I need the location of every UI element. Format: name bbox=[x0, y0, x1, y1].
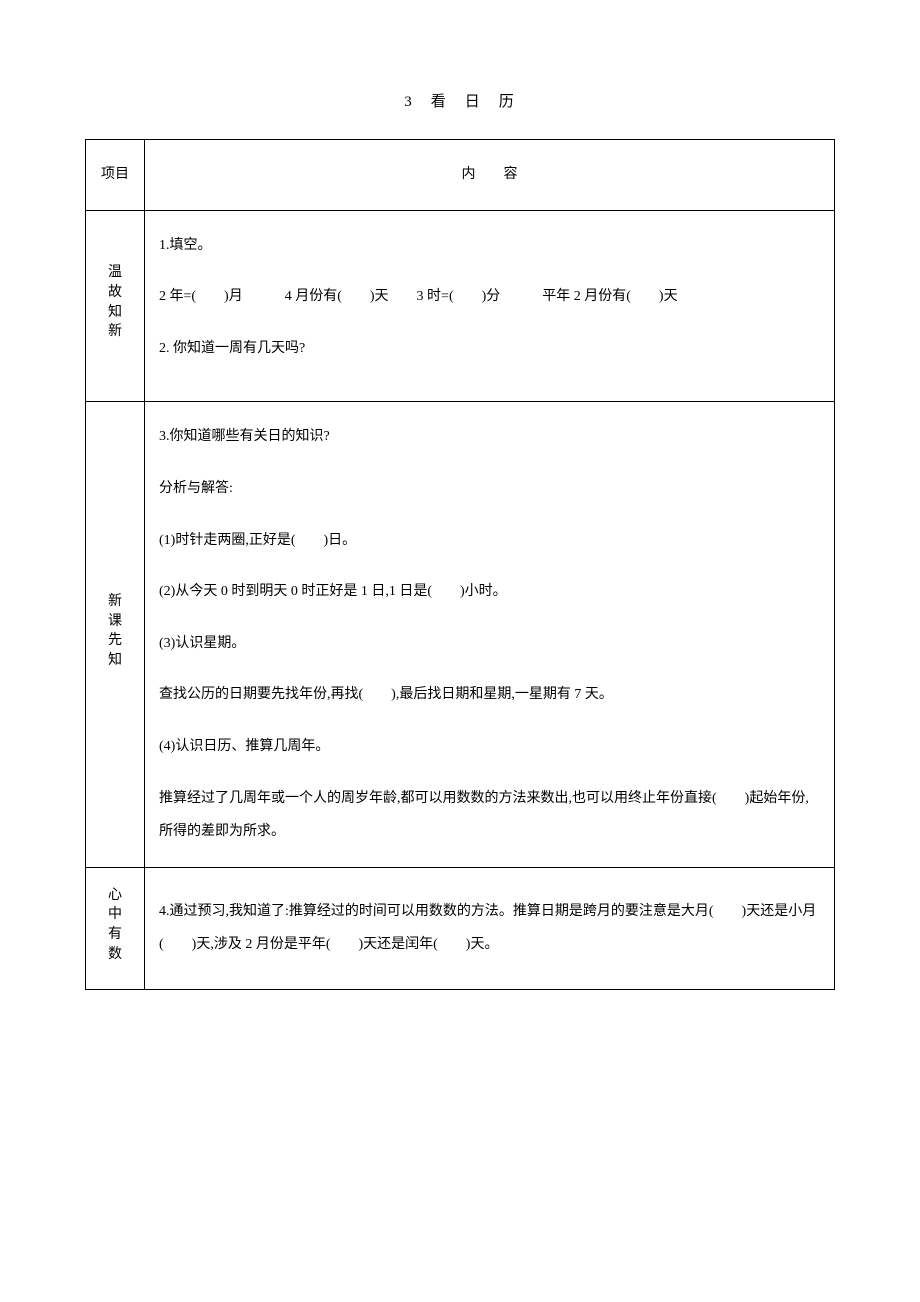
side-label-1: 新课先知 bbox=[86, 402, 145, 867]
s1-line1: 分析与解答: bbox=[159, 472, 820, 506]
header-row: 项目 内 容 bbox=[86, 140, 835, 211]
content-cell-1: 3.你知道哪些有关日的知识? 分析与解答: (1)时针走两圈,正好是( )日。 … bbox=[145, 402, 835, 867]
side-text-0: 温故知新 bbox=[108, 263, 122, 341]
s1-line3: (2)从今天 0 时到明天 0 时正好是 1 日,1 日是( )小时。 bbox=[159, 575, 820, 609]
s1-line5: 查找公历的日期要先找年份,再找( ),最后找日期和星期,一星期有 7 天。 bbox=[159, 678, 820, 712]
content-cell-2: 4.通过预习,我知道了:推算经过的时间可以用数数的方法。推算日期是跨月的要注意是… bbox=[145, 867, 835, 989]
s1-line6: (4)认识日历、推算几周年。 bbox=[159, 730, 820, 764]
header-col2: 内 容 bbox=[145, 140, 835, 211]
s2-line0: 4.通过预习,我知道了:推算经过的时间可以用数数的方法。推算日期是跨月的要注意是… bbox=[159, 895, 820, 962]
s1-line2: (1)时针走两圈,正好是( )日。 bbox=[159, 524, 820, 558]
section-row-2: 心中有数 4.通过预习,我知道了:推算经过的时间可以用数数的方法。推算日期是跨月… bbox=[86, 867, 835, 989]
s0-line1: 2 年=( )月 4 月份有( )天 3 时=( )分 平年 2 月份有( )天 bbox=[159, 280, 820, 314]
s1-line4: (3)认识星期。 bbox=[159, 627, 820, 661]
s0-line0: 1.填空。 bbox=[159, 229, 820, 263]
side-label-0: 温故知新 bbox=[86, 210, 145, 402]
section-row-1: 新课先知 3.你知道哪些有关日的知识? 分析与解答: (1)时针走两圈,正好是(… bbox=[86, 402, 835, 867]
s0-line2: 2. 你知道一周有几天吗? bbox=[159, 332, 820, 366]
main-table: 项目 内 容 温故知新 1.填空。 2 年=( )月 4 月份有( )天 3 时… bbox=[85, 139, 835, 990]
side-text-1: 新课先知 bbox=[108, 592, 122, 670]
s1-line0: 3.你知道哪些有关日的知识? bbox=[159, 420, 820, 454]
side-text-2: 心中有数 bbox=[108, 886, 122, 964]
header-col1: 项目 bbox=[86, 140, 145, 211]
section-row-0: 温故知新 1.填空。 2 年=( )月 4 月份有( )天 3 时=( )分 平… bbox=[86, 210, 835, 402]
content-cell-0: 1.填空。 2 年=( )月 4 月份有( )天 3 时=( )分 平年 2 月… bbox=[145, 210, 835, 402]
page-title: 3 看 日 历 bbox=[85, 90, 835, 111]
side-label-2: 心中有数 bbox=[86, 867, 145, 989]
s1-line7: 推算经过了几周年或一个人的周岁年龄,都可以用数数的方法来数出,也可以用终止年份直… bbox=[159, 782, 820, 849]
